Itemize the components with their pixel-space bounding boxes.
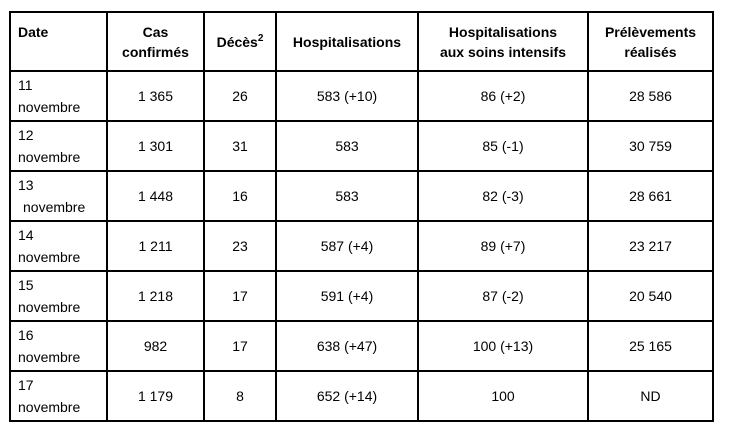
cell-soins-intensifs: 85 (-1): [417, 120, 589, 172]
header-soins-intensifs: Hospitalisations aux soins intensifs: [417, 11, 589, 72]
cell-prelevements: 20 540: [587, 270, 714, 322]
table-row: 17 novembre 1 179 8 652 (+14) 100 ND: [9, 370, 714, 422]
cell-prelevements: 28 661: [587, 170, 714, 222]
cell-date: 12 novembre: [9, 120, 108, 172]
cell-cas: 982: [106, 320, 205, 372]
table-header: Date Cas confirmés Décès2 Hospitalisation…: [9, 11, 714, 72]
cell-deces: 23: [203, 220, 277, 272]
cell-soins-intensifs: 100 (+13): [417, 320, 589, 372]
header-date: Date: [9, 11, 108, 72]
table-row: 15 novembre 1 218 17 591 (+4) 87 (-2) 20 …: [9, 270, 714, 322]
cell-soins-intensifs: 82 (-3): [417, 170, 589, 222]
cell-hospitalisations: 583 (+10): [275, 70, 419, 122]
cell-soins-intensifs: 86 (+2): [417, 70, 589, 122]
cell-date: 14 novembre: [9, 220, 108, 272]
cell-soins-intensifs: 100: [417, 370, 589, 422]
header-row: Date Cas confirmés Décès2 Hospitalisation…: [9, 11, 714, 72]
cell-date: 15 novembre: [9, 270, 108, 322]
cell-prelevements: 30 759: [587, 120, 714, 172]
cell-date: 17 novembre: [9, 370, 108, 422]
cell-date: 16 novembre: [9, 320, 108, 372]
covid-statistics-table: Date Cas confirmés Décès2 Hospitalisation…: [9, 11, 714, 422]
table-row: 16 novembre 982 17 638 (+47) 100 (+13) 25…: [9, 320, 714, 372]
cell-deces: 31: [203, 120, 277, 172]
cell-deces: 17: [203, 320, 277, 372]
cell-date: 11 novembre: [9, 70, 108, 122]
cell-cas: 1 301: [106, 120, 205, 172]
cell-cas: 1 365: [106, 70, 205, 122]
table-row: 13 novembre 1 448 16 583 82 (-3) 28 661: [9, 170, 714, 222]
cell-deces: 26: [203, 70, 277, 122]
cell-date: 13 novembre: [9, 170, 108, 222]
footnote-marker: 2: [257, 32, 264, 44]
cell-hospitalisations: 583: [275, 170, 419, 222]
header-prelevements: Prélèvements réalisés: [587, 11, 714, 72]
cell-deces: 8: [203, 370, 277, 422]
header-hospitalisations: Hospitalisations: [275, 11, 419, 72]
table-body: 11 novembre 1 365 26 583 (+10) 86 (+2) 28…: [9, 70, 714, 422]
table-row: 11 novembre 1 365 26 583 (+10) 86 (+2) 28…: [9, 70, 714, 122]
header-deces: Décès2: [203, 11, 277, 72]
cell-hospitalisations: 583: [275, 120, 419, 172]
cell-deces: 17: [203, 270, 277, 322]
cell-cas: 1 211: [106, 220, 205, 272]
cell-soins-intensifs: 87 (-2): [417, 270, 589, 322]
table-row: 12 novembre 1 301 31 583 85 (-1) 30 759: [9, 120, 714, 172]
header-cas-confirmes: Cas confirmés: [106, 11, 205, 72]
cell-hospitalisations: 587 (+4): [275, 220, 419, 272]
cell-cas: 1 218: [106, 270, 205, 322]
cell-deces: 16: [203, 170, 277, 222]
cell-prelevements: 23 217: [587, 220, 714, 272]
cell-hospitalisations: 591 (+4): [275, 270, 419, 322]
cell-hospitalisations: 638 (+47): [275, 320, 419, 372]
cell-prelevements: ND: [587, 370, 714, 422]
cell-prelevements: 28 586: [587, 70, 714, 122]
cell-cas: 1 179: [106, 370, 205, 422]
table-row: 14 novembre 1 211 23 587 (+4) 89 (+7) 23 …: [9, 220, 714, 272]
cell-soins-intensifs: 89 (+7): [417, 220, 589, 272]
cell-cas: 1 448: [106, 170, 205, 222]
cell-hospitalisations: 652 (+14): [275, 370, 419, 422]
cell-prelevements: 25 165: [587, 320, 714, 372]
